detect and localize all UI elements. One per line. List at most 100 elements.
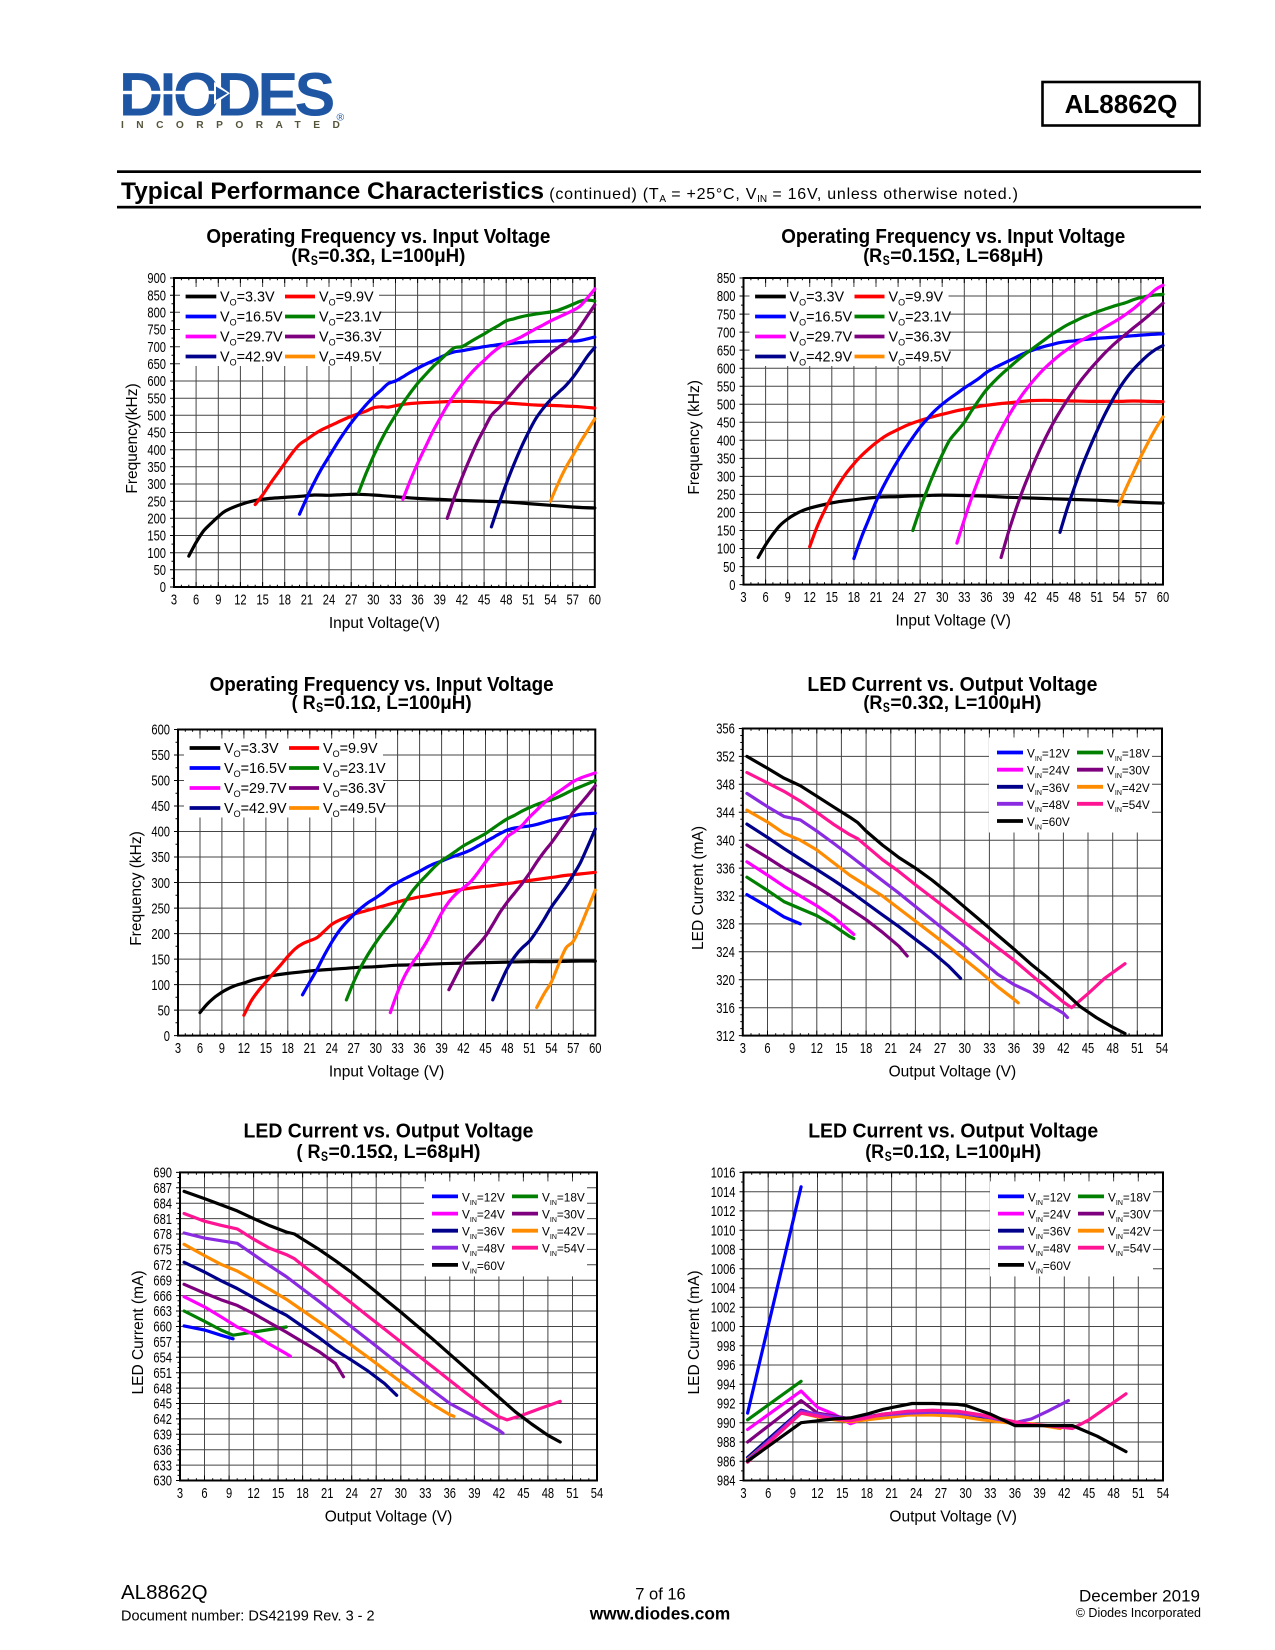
svg-text:60: 60: [589, 1040, 601, 1057]
svg-text:S: S: [311, 253, 318, 268]
svg-text:30: 30: [395, 1485, 407, 1502]
svg-text:27: 27: [935, 1485, 947, 1502]
svg-text:48: 48: [501, 1040, 513, 1057]
svg-text:150: 150: [151, 951, 170, 968]
svg-text:51: 51: [523, 1040, 535, 1057]
svg-text:33: 33: [983, 1040, 995, 1057]
svg-text:VO=23.1V: VO=23.1V: [319, 310, 382, 328]
svg-text:S: S: [885, 1149, 892, 1164]
svg-text:996: 996: [717, 1357, 736, 1374]
svg-text:1002: 1002: [711, 1299, 736, 1316]
svg-text:VO=29.7V: VO=29.7V: [220, 330, 283, 348]
svg-text:45: 45: [478, 592, 490, 609]
svg-text:42: 42: [1057, 1040, 1069, 1057]
svg-text:9: 9: [785, 589, 791, 606]
svg-text:VO=49.5V: VO=49.5V: [889, 350, 952, 368]
svg-text:© Diodes Incorporated: © Diodes Incorporated: [1076, 1606, 1201, 1620]
svg-text:VIN=30V: VIN=30V: [542, 1208, 585, 1224]
svg-text:328: 328: [716, 916, 735, 933]
svg-text:39: 39: [434, 592, 446, 609]
svg-text:550: 550: [151, 747, 170, 764]
svg-text:36: 36: [413, 1040, 425, 1057]
svg-text:=0.1Ω, L=100μH): =0.1Ω, L=100μH): [892, 1141, 1041, 1163]
svg-text:VO=9.9V: VO=9.9V: [323, 741, 378, 759]
svg-text:21: 21: [301, 592, 313, 609]
svg-text:VIN=36V: VIN=36V: [1027, 781, 1070, 797]
svg-text:6: 6: [193, 592, 199, 609]
svg-text:1010: 1010: [711, 1222, 736, 1239]
svg-text:50: 50: [154, 562, 166, 579]
svg-text:54: 54: [1157, 1485, 1169, 1502]
svg-text:15: 15: [826, 589, 838, 606]
svg-text:51: 51: [1132, 1485, 1144, 1502]
svg-text:=0.15Ω, L=68μH): =0.15Ω, L=68μH): [329, 1141, 481, 1163]
svg-text:648: 648: [153, 1380, 172, 1397]
svg-text:630: 630: [153, 1473, 172, 1490]
svg-text:48: 48: [1107, 1040, 1119, 1057]
svg-text:669: 669: [153, 1272, 172, 1289]
svg-text:675: 675: [153, 1242, 172, 1259]
svg-text:VO=16.5V: VO=16.5V: [220, 310, 283, 328]
svg-text:VIN=30V: VIN=30V: [1107, 764, 1150, 780]
svg-text:336: 336: [716, 860, 735, 877]
svg-text:30: 30: [367, 592, 379, 609]
svg-text:30: 30: [959, 1040, 971, 1057]
svg-text:VIN=54V: VIN=54V: [542, 1242, 585, 1258]
svg-text:0: 0: [164, 1028, 170, 1045]
svg-text:Typical Performance Characteri: Typical Performance Characteristics (con…: [121, 178, 1019, 205]
svg-text:15: 15: [835, 1040, 847, 1057]
svg-text:7 of 16: 7 of 16: [635, 1586, 685, 1604]
svg-text:60: 60: [1157, 589, 1169, 606]
svg-text:42: 42: [493, 1485, 505, 1502]
svg-text:600: 600: [147, 373, 166, 390]
svg-text:(R: (R: [863, 245, 882, 267]
svg-text:400: 400: [147, 442, 166, 459]
svg-text:Output Voltage (V): Output Voltage (V): [889, 1509, 1017, 1526]
svg-text:850: 850: [147, 287, 166, 304]
svg-text:( R: ( R: [297, 1141, 321, 1163]
svg-text:15: 15: [272, 1485, 284, 1502]
svg-text:45: 45: [1083, 1485, 1095, 1502]
svg-text:350: 350: [151, 849, 170, 866]
svg-text:42: 42: [1024, 589, 1036, 606]
svg-text:1016: 1016: [711, 1165, 736, 1182]
svg-text:654: 654: [153, 1350, 172, 1367]
svg-text:30: 30: [936, 589, 948, 606]
svg-text:VIN=60V: VIN=60V: [1027, 815, 1070, 831]
svg-text:39: 39: [468, 1485, 480, 1502]
svg-text:INCORPORATED: INCORPORATED: [121, 120, 352, 131]
svg-text:21: 21: [885, 1485, 897, 1502]
svg-text:350: 350: [717, 451, 736, 468]
svg-text:9: 9: [790, 1485, 796, 1502]
svg-text:33: 33: [419, 1485, 431, 1502]
svg-text:657: 657: [153, 1334, 172, 1351]
svg-text:642: 642: [153, 1411, 172, 1428]
svg-text:651: 651: [153, 1365, 172, 1382]
svg-text:VIN=36V: VIN=36V: [1028, 1225, 1071, 1241]
svg-text:24: 24: [910, 1485, 922, 1502]
svg-text:666: 666: [153, 1288, 172, 1305]
svg-text:633: 633: [153, 1457, 172, 1474]
svg-text:48: 48: [1069, 589, 1081, 606]
svg-text:51: 51: [522, 592, 534, 609]
svg-text:48: 48: [500, 592, 512, 609]
svg-text:54: 54: [1113, 589, 1125, 606]
svg-text:45: 45: [517, 1485, 529, 1502]
svg-text:48: 48: [1107, 1485, 1119, 1502]
svg-text:VO=23.1V: VO=23.1V: [323, 761, 386, 779]
svg-text:33: 33: [984, 1485, 996, 1502]
svg-text:450: 450: [151, 798, 170, 815]
svg-text:S: S: [883, 700, 890, 715]
svg-text:400: 400: [151, 824, 170, 841]
svg-text:3: 3: [175, 1040, 181, 1057]
svg-text:LED Current (mA): LED Current (mA): [690, 826, 707, 950]
svg-text:12: 12: [238, 1040, 250, 1057]
svg-text:6: 6: [765, 1485, 771, 1502]
svg-text:54: 54: [1156, 1040, 1168, 1057]
svg-text:348: 348: [716, 777, 735, 794]
svg-text:3: 3: [177, 1485, 183, 1502]
svg-text:6: 6: [763, 589, 769, 606]
svg-text:700: 700: [717, 324, 736, 341]
svg-text:21: 21: [870, 589, 882, 606]
svg-text:33: 33: [391, 1040, 403, 1057]
